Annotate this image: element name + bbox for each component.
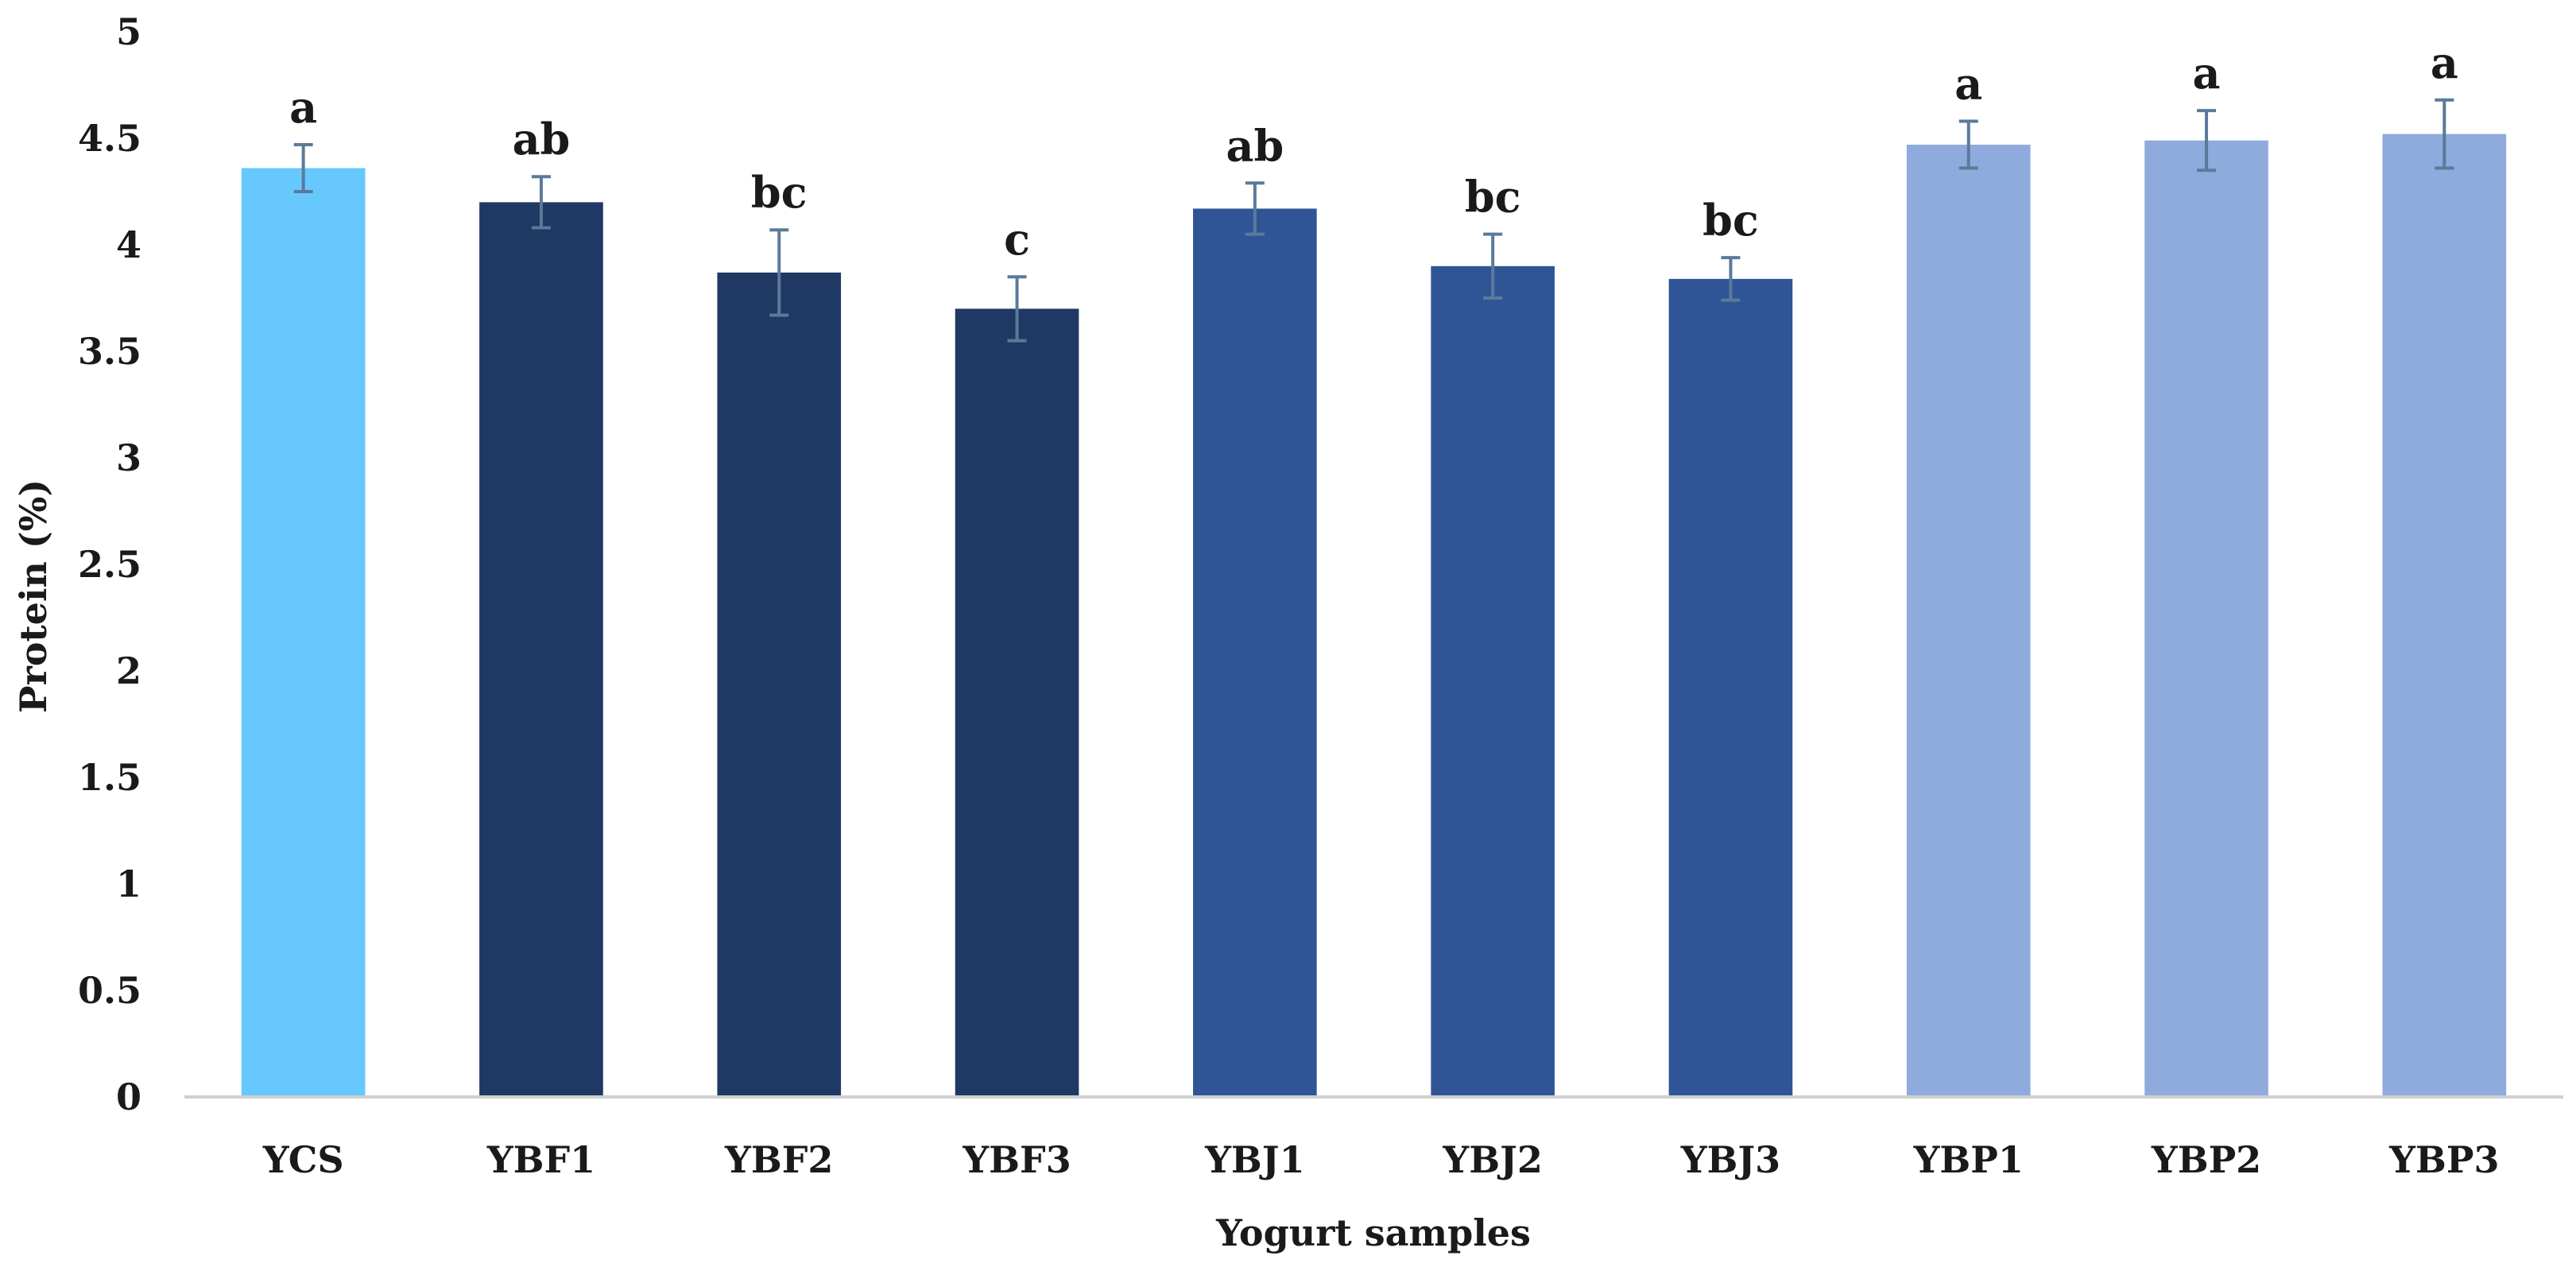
error-bar-ybp1 [1958,119,1978,170]
y-axis-title: Protein (%) [12,479,55,713]
y-axis-ticks: 0 0.5 1 1.5 2 2.5 3 3.5 4 4.5 5 [78,10,141,1118]
y-tick-label: 2 [116,649,141,692]
significance-letter: bc [751,167,808,218]
y-tick-label: 4.5 [78,117,141,160]
x-tick-label: YBP1 [1913,1138,2024,1181]
y-tick-label: 1 [116,862,141,905]
bar-ybj2 [1431,265,1555,1097]
error-bar-ybf2 [769,228,789,317]
error-bar-ybp3 [2435,98,2454,170]
bar-ybp2 [2144,140,2268,1098]
significance-letter: a [2193,48,2221,99]
y-tick-label: 5 [116,10,141,53]
x-tick-label: YBJ3 [1680,1138,1781,1181]
y-tick-label: 0 [116,1075,141,1118]
bar-ycs [241,168,366,1097]
significance-letter: bc [1465,172,1521,223]
bars [241,134,2507,1098]
error-bar-ybj1 [1245,181,1265,236]
y-tick-label: 4 [116,223,141,266]
bar-ybp3 [2382,134,2507,1097]
significance-letter: ab [1226,120,1284,171]
x-tick-label: YBF2 [724,1138,833,1181]
x-tick-label: YBP3 [2388,1138,2499,1181]
significance-letter: a [2431,37,2458,88]
x-axis-ticks: YCS YBF1 YBF2 YBF3 YBJ1 YBJ2 YBJ3 YBP1 YBP2 YBP3 [262,1138,2500,1181]
bar-ybf2 [717,272,842,1098]
x-tick-label: YBP2 [2151,1138,2261,1181]
x-tick-label: YBJ2 [1442,1138,1543,1181]
error-bar-ybj2 [1483,232,1503,300]
error-bar-ybf3 [1007,275,1027,343]
significance-letter: ab [513,114,571,165]
x-axis-title: Yogurt samples [1215,1211,1531,1254]
error-bar-ybj3 [1721,256,1741,302]
significance-letter: bc [1702,195,1759,246]
significance-letter: c [1004,214,1030,265]
x-tick-label: YBF1 [486,1138,595,1181]
y-tick-label: 0.5 [78,969,141,1012]
x-tick-label: YBJ1 [1204,1138,1305,1181]
error-bar-ybp2 [2197,109,2217,172]
error-bar-ycs [293,143,313,193]
significance-letter: a [289,82,317,133]
x-tick-label: YCS [262,1138,344,1181]
bar-ybf3 [955,308,1079,1097]
bar-ybp1 [1906,145,2031,1097]
error-bars [293,98,2454,343]
bar-ybf1 [479,202,603,1097]
y-tick-label: 3 [116,436,141,479]
x-tick-label: YBF3 [962,1138,1071,1181]
error-bar-ybf1 [531,175,551,230]
y-tick-label: 3.5 [78,330,141,373]
significance-letter: a [1954,59,1982,110]
bar-ybj3 [1668,278,1793,1097]
bar-ybj1 [1193,208,1317,1098]
significance-letters: a ab bc c ab bc bc a a a [289,37,2458,265]
y-tick-label: 2.5 [78,543,141,586]
y-tick-label: 1.5 [78,756,141,799]
